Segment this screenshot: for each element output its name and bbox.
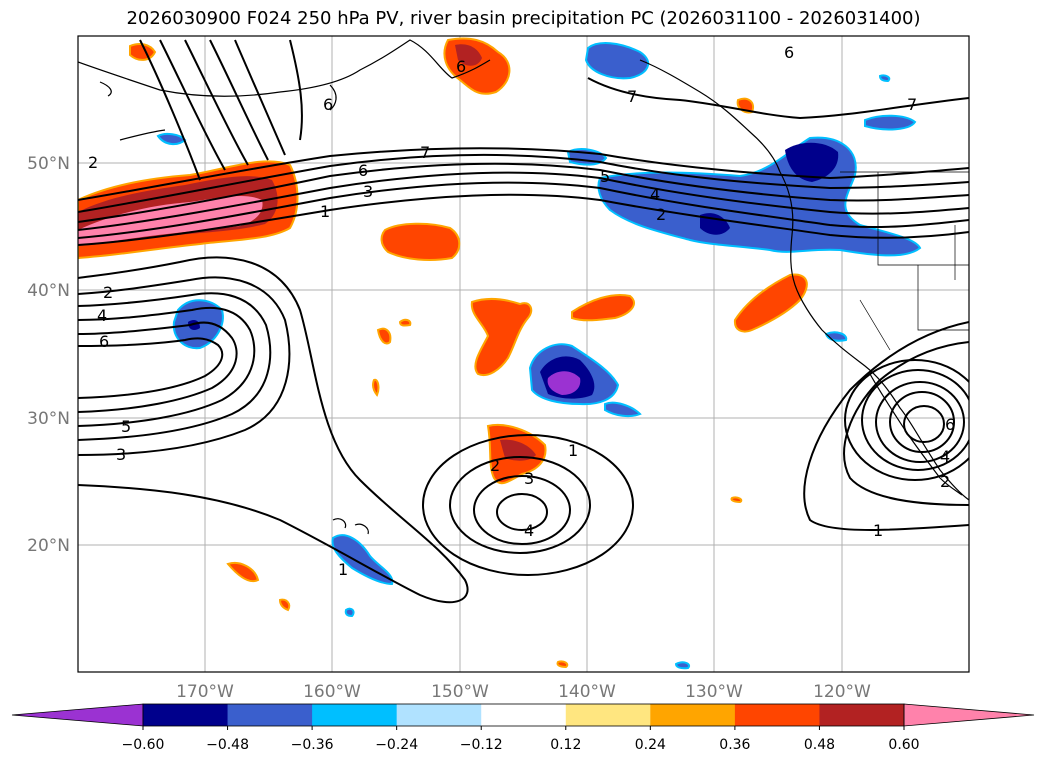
contour-label-4b: 4 xyxy=(97,306,107,325)
shade-subtropical-a xyxy=(470,297,533,376)
contour-label-3c: 3 xyxy=(524,469,534,488)
contour-label-6: 6 xyxy=(358,161,368,180)
contour-label-6b: 6 xyxy=(99,332,109,351)
contour-label-7: 7 xyxy=(420,143,430,162)
contour-label-1b: 1 xyxy=(568,441,578,460)
contour-label-6e: 6 xyxy=(784,43,794,62)
shade-central-north xyxy=(380,222,461,261)
colorbar-swatch xyxy=(396,704,482,726)
contour-label-2b: 2 xyxy=(103,283,113,302)
contour-label-4c: 4 xyxy=(524,521,534,540)
contour-label-4: 4 xyxy=(650,185,660,204)
colorbar-tick-label: −0.36 xyxy=(291,737,334,753)
contour-label-2e: 2 xyxy=(88,153,98,172)
contour-label-6c: 6 xyxy=(945,415,955,434)
colorbar-tick-label: 0.24 xyxy=(635,737,666,753)
lon-label-140w: 140°W xyxy=(558,682,616,702)
pv-contour-west-1 xyxy=(78,256,469,604)
contour-label-2d: 2 xyxy=(940,472,950,491)
colorbar: −0.60 −0.48 −0.36 −0.24 −0.12 0.12 0.24 0.36 0.4… xyxy=(11,703,1035,753)
map-frame xyxy=(77,35,970,673)
baja xyxy=(869,373,963,496)
coastlines xyxy=(78,39,969,535)
colorbar-tick-label: −0.60 xyxy=(122,737,165,753)
contour-label-5b: 5 xyxy=(121,417,131,436)
colorbar-swatch xyxy=(143,704,229,726)
lon-label-170w: 170°W xyxy=(176,682,234,702)
map-title: 2026030900 F024 250 hPa PV, river basin … xyxy=(126,8,921,29)
shade-bc-coast xyxy=(584,42,650,80)
lat-label-50n: 50°N xyxy=(27,154,70,174)
contour-label-7c: 7 xyxy=(907,95,917,114)
lon-label-130w: 130°W xyxy=(685,682,743,702)
pv-contour-east-outer xyxy=(803,321,969,531)
colorbar-extend-max xyxy=(903,703,1035,727)
lon-label-150w: 150°W xyxy=(431,682,489,702)
pv-contour-band-1 xyxy=(78,193,969,246)
borders xyxy=(840,171,969,351)
contour-labels: 7 6 3 1 4 2 5 7 7 2 4 6 5 3 1 2 3 4 1 1 … xyxy=(88,43,955,579)
lon-label-120w: 120°W xyxy=(813,682,871,702)
lat-label-30n: 30°N xyxy=(27,409,70,429)
contour-label-7b: 7 xyxy=(627,87,637,106)
pv-contours xyxy=(78,39,969,604)
pv-contour-center-1 xyxy=(422,434,634,576)
colorbar-extend-min xyxy=(11,703,144,727)
map-panel xyxy=(78,36,969,672)
colorbar-ticks: −0.60 −0.48 −0.36 −0.24 −0.12 0.12 0.24 0.36 0.4… xyxy=(122,726,920,753)
contour-label-6d: 6 xyxy=(323,95,333,114)
colorbar-tick-label: 0.60 xyxy=(888,737,919,753)
latitude-labels: 50°N 40°N 30°N 20°N xyxy=(27,154,70,556)
colorbar-tick-label: −0.48 xyxy=(206,737,249,753)
colorbar-swatch xyxy=(481,704,567,726)
shade-subtropical-b xyxy=(571,294,635,322)
colorbar-border xyxy=(142,703,905,727)
bc-coast xyxy=(639,59,781,173)
graticule xyxy=(78,36,969,672)
contour-label-3b: 3 xyxy=(116,445,126,464)
colorbar-tick-label: 0.36 xyxy=(719,737,750,753)
colorbar-swatches xyxy=(11,703,1035,727)
contour-label-1c: 1 xyxy=(873,521,883,540)
lat-label-40n: 40°N xyxy=(27,281,70,301)
colorbar-tick-label: −0.12 xyxy=(460,737,503,753)
longitude-labels: 170°W 160°W 150°W 140°W 130°W 120°W xyxy=(176,682,871,702)
contour-label-2c: 2 xyxy=(490,456,500,475)
contour-label-1d: 1 xyxy=(338,560,348,579)
shade-west-coast xyxy=(733,273,808,333)
contour-label-6f: 6 xyxy=(456,57,466,76)
pv-contour-band-7 xyxy=(78,147,969,201)
lat-label-20n: 20°N xyxy=(27,536,70,556)
colorbar-swatch xyxy=(819,704,905,726)
lon-label-160w: 160°W xyxy=(303,682,361,702)
contour-label-1: 1 xyxy=(320,202,330,221)
colorbar-swatch xyxy=(734,704,820,726)
contour-label-2: 2 xyxy=(656,205,666,224)
colorbar-swatch xyxy=(650,704,736,726)
contour-label-5: 5 xyxy=(600,167,610,186)
colorbar-tick-label: −0.24 xyxy=(375,737,418,753)
contour-label-4d: 4 xyxy=(940,447,950,466)
colorbar-tick-label: 0.48 xyxy=(804,737,835,753)
colorbar-swatch xyxy=(312,704,398,726)
map-content: 7 6 3 1 4 2 5 7 7 2 4 6 5 3 1 2 3 4 1 1 … xyxy=(78,36,969,672)
colorbar-swatch xyxy=(227,704,313,726)
alaska-coast xyxy=(78,39,491,97)
contour-label-3: 3 xyxy=(363,182,373,201)
colorbar-tick-label: 0.12 xyxy=(550,737,581,753)
colorbar-swatch xyxy=(565,704,651,726)
